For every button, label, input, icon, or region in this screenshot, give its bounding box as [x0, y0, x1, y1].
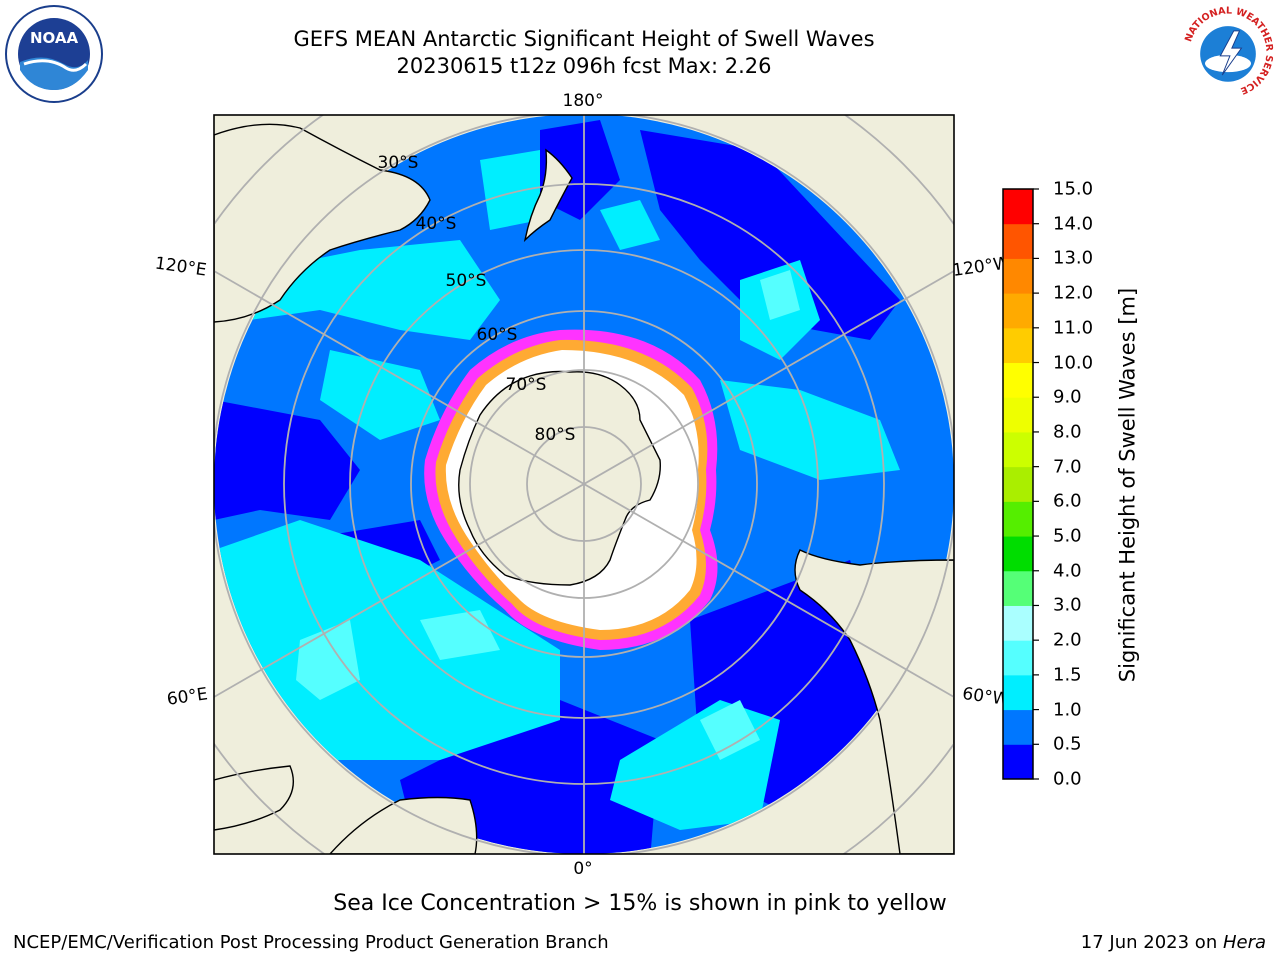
australia-landmass: [214, 123, 431, 323]
lon-label-60e: 60°E: [166, 684, 209, 709]
colorbar-segment: [1003, 466, 1033, 502]
map-title: GEFS MEAN Antarctic Significant Height o…: [293, 27, 875, 51]
colorbar-frame: [1002, 188, 1034, 780]
colorbar-tick-label: 1.0: [1053, 699, 1082, 721]
colorbar-segment: [1003, 536, 1033, 572]
colorbar-tick-label: 14.0: [1053, 213, 1094, 235]
colorbar-segment: [1003, 674, 1033, 711]
lat-label-30s: 30°S: [378, 153, 419, 173]
footer-date: 17 Jun 2023 on Hera: [1081, 932, 1266, 953]
colorbar-tick-label: 0.5: [1053, 733, 1082, 755]
colorbar-tick-label: 3.0: [1053, 594, 1082, 616]
madagascar-landmass: [214, 765, 294, 831]
colorbar-segment: [1003, 223, 1033, 259]
colorbar-tick-label: 7.0: [1053, 456, 1082, 478]
lat-label-70s: 70°S: [506, 375, 547, 395]
colorbar-segment: [1003, 709, 1033, 745]
colorbar-tick-label: 13.0: [1053, 247, 1094, 269]
colorbar-tick-label: 6.0: [1053, 490, 1082, 512]
colorbar-segment: [1003, 501, 1033, 537]
colorbar-segment: [1003, 362, 1033, 398]
antarctica-landmass: [458, 370, 661, 586]
colorbar-tick-label: 1.5: [1053, 664, 1082, 686]
colorbar-tick-label: 0.0: [1053, 768, 1082, 790]
colorbar-segment: [1003, 640, 1033, 676]
map-frame: [213, 114, 955, 855]
lat-label-40s: 40°S: [416, 214, 457, 234]
lat-label-50s: 50°S: [446, 271, 487, 291]
colorbar-segment: [1003, 605, 1033, 641]
south-america-landmass: [794, 549, 954, 854]
map-subtitle-forecast: 20230615 t12z 096h fcst Max: 2.26: [396, 54, 772, 78]
footer-host: Hera: [1222, 932, 1266, 953]
colorbar-tick-label: 11.0: [1053, 317, 1094, 339]
colorbar-tick-label: 8.0: [1053, 421, 1082, 443]
colorbar: [1002, 188, 1039, 780]
colorbar-segment: [1003, 570, 1033, 606]
colorbar-tick-label: 10.0: [1053, 352, 1094, 374]
lon-label-120e: 120°E: [154, 254, 208, 281]
colorbar-tick-label: 5.0: [1053, 525, 1082, 547]
colorbar-segment: [1003, 397, 1033, 433]
colorbar-segment: [1003, 189, 1033, 225]
noaa-logo-text: NOAA: [30, 29, 79, 47]
sea-ice-note: Sea Ice Concentration > 15% is shown in …: [333, 891, 947, 916]
noaa-logo: NOAA: [5, 5, 103, 103]
colorbar-tick-label: 2.0: [1053, 629, 1082, 651]
lat-label-80s: 80°S: [535, 425, 576, 445]
nws-logo: NATIONAL WEATHER SERVICE: [1181, 5, 1275, 99]
map-content: [214, 115, 954, 854]
lat-label-60s: 60°S: [477, 325, 518, 345]
colorbar-tick-label: 12.0: [1053, 282, 1094, 304]
colorbar-tick-label: 9.0: [1053, 386, 1082, 408]
footer-credit: NCEP/EMC/Verification Post Processing Pr…: [13, 932, 609, 953]
graticule: [214, 115, 954, 854]
colorbar-segment: [1003, 744, 1033, 780]
lon-label-180: 180°: [563, 91, 604, 111]
colorbar-segment: [1003, 293, 1033, 329]
colorbar-segment: [1003, 258, 1033, 294]
colorbar-label: Significant Height of Swell Waves [m]: [1115, 287, 1140, 683]
colorbar-tick-label: 4.0: [1053, 560, 1082, 582]
colorbar-segment: [1003, 431, 1033, 468]
lon-label-0: 0°: [573, 859, 592, 879]
africa-landmass: [329, 796, 478, 854]
colorbar-segment: [1003, 327, 1033, 364]
colorbar-tick-label: 15.0: [1053, 178, 1094, 200]
footer-date-text: 17 Jun 2023 on: [1080, 932, 1223, 953]
new-zealand-landmass: [523, 148, 573, 243]
